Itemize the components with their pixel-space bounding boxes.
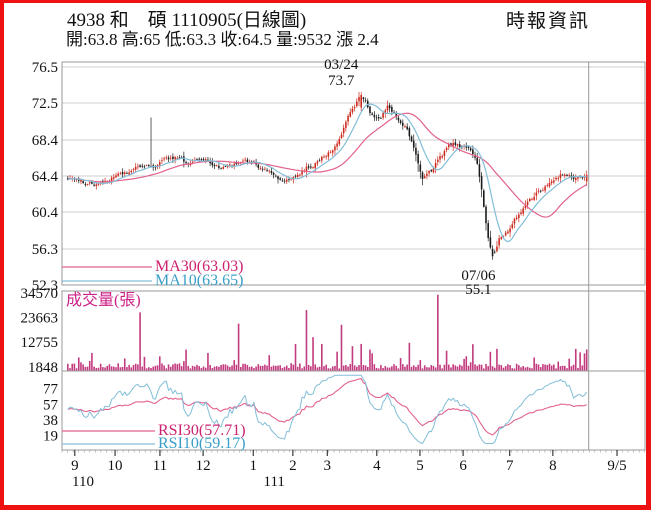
month-tick-label: 7: [506, 458, 514, 474]
ma10-line: [67, 103, 587, 243]
frame-border-right: [646, 0, 651, 510]
stock-title: 4938 和 碩 1110905(日線圖): [67, 10, 307, 31]
year-tick-label: 110: [72, 474, 94, 490]
month-tick-label: 11: [153, 458, 167, 474]
month-tick-label: 8: [549, 458, 557, 474]
volume-axis-label: 34570: [21, 286, 59, 302]
peak-value-annotation: 73.7: [328, 73, 355, 89]
month-tick-label: 12: [196, 458, 211, 474]
volume-panel: [61, 290, 646, 372]
ma10-legend-label: MA10(63.65): [155, 272, 244, 289]
volume-axis-label: 1848: [28, 360, 58, 376]
ma30-line: [67, 112, 587, 218]
rsi-axis-label: 19: [43, 429, 58, 445]
volume-axis-label: 12755: [21, 335, 59, 351]
frame-border-left: [0, 0, 4, 510]
quote-line: 開:63.8 高:65 低:63.3 收:64.5 量:9532 漲 2.4: [66, 30, 379, 49]
price-axis-label: 76.5: [32, 60, 58, 76]
axes-layer: [61, 61, 646, 456]
month-tick-label: 4: [373, 458, 381, 474]
frame-border-top: [0, 0, 651, 3]
month-tick-label: 6: [459, 458, 467, 474]
price-panel: [61, 61, 646, 286]
source-label: 時報資訊: [506, 11, 591, 32]
axis-labels-layer: 76.572.568.464.460.456.352.3345702366312…: [21, 57, 627, 490]
month-tick-label: 9/5: [607, 458, 626, 474]
month-tick-label: 3: [324, 458, 332, 474]
month-tick-label: 5: [416, 458, 424, 474]
volume-bars-layer: [67, 294, 588, 371]
gridlines: [62, 66, 645, 286]
rsi-axis-label: 57: [43, 398, 59, 414]
trough-date-annotation: 07/06: [461, 268, 496, 284]
rsi-axis-label: 38: [43, 413, 58, 429]
rsi-lines-layer: [67, 374, 588, 444]
rsi30-line: [67, 378, 587, 436]
frame-border-bottom: [0, 505, 651, 510]
rsi-panel: [61, 370, 646, 451]
trough-value-annotation: 55.1: [465, 282, 491, 298]
volume-panel-label: 成交量(張): [66, 292, 141, 309]
price-axis-label: 68.4: [32, 133, 59, 149]
price-axis-label: 56.3: [32, 242, 58, 258]
rsi10-legend-label: RSI10(59.17): [158, 435, 246, 452]
year-tick-label: 111: [264, 474, 285, 490]
rsi30-legend-label: RSI30(57.71): [158, 422, 246, 439]
month-tick-label: 10: [108, 458, 123, 474]
price-axis-label: 64.4: [32, 169, 59, 185]
price-axis-label: 72.5: [32, 96, 58, 112]
ma30-legend-label: MA30(63.03): [155, 258, 244, 275]
month-tick-label: 2: [289, 458, 297, 474]
rsi-axis-label: 77: [43, 381, 59, 397]
volume-axis-label: 23663: [21, 311, 59, 327]
peak-date-annotation: 03/24: [324, 57, 359, 73]
ma-lines-layer: [67, 103, 587, 243]
month-tick-label: 9: [71, 458, 79, 474]
price-axis-label: 60.4: [32, 205, 59, 221]
rsi10-line: [67, 374, 588, 444]
month-tick-label: 1: [249, 458, 257, 474]
price-axis-label: 52.3: [32, 278, 58, 294]
